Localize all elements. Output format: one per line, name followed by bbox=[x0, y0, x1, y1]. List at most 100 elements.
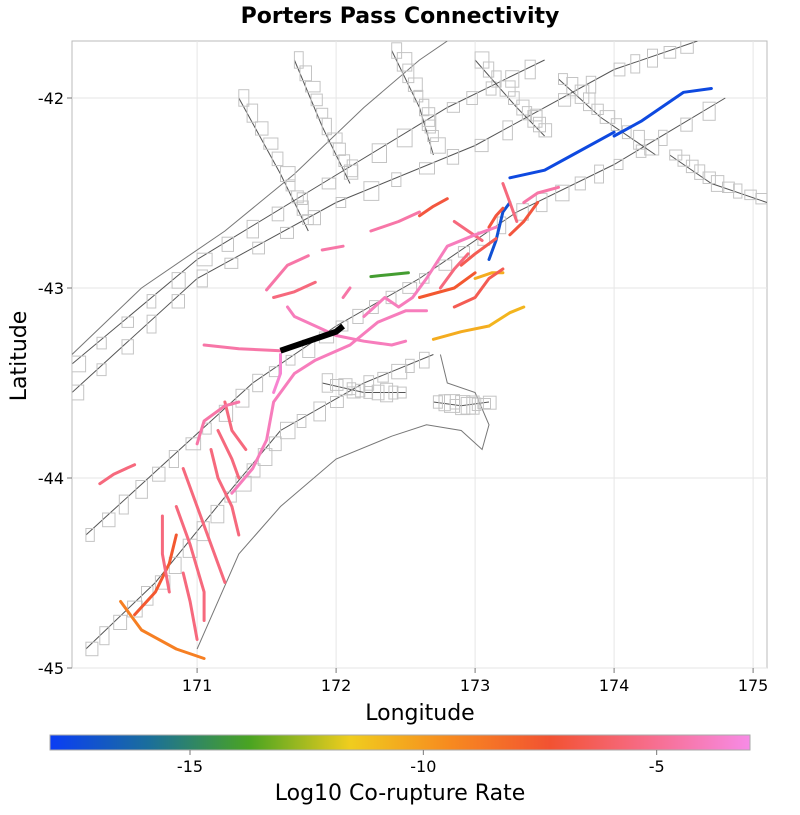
fault-subsection bbox=[574, 176, 586, 191]
y-tick-label: -42 bbox=[38, 89, 64, 108]
fault-subsection bbox=[421, 107, 436, 127]
fault-subsection bbox=[96, 336, 107, 350]
fault-subsection bbox=[432, 395, 443, 409]
fault-subsection bbox=[121, 316, 134, 328]
fault-subsection bbox=[471, 397, 482, 412]
colorbar-tick-label: -10 bbox=[410, 757, 436, 776]
rupture-fault bbox=[223, 400, 248, 451]
fault-subsection bbox=[296, 192, 308, 206]
fault-subsection bbox=[113, 614, 128, 630]
fault-subsection bbox=[146, 314, 157, 334]
fault-subsection bbox=[121, 339, 134, 355]
fault-subsection bbox=[72, 355, 87, 373]
fault-subsection bbox=[185, 437, 202, 451]
fault-subsection bbox=[477, 398, 491, 410]
rupture-fault bbox=[174, 505, 206, 622]
fault-subsection bbox=[280, 226, 294, 239]
fault-subsection bbox=[533, 116, 546, 133]
fault-subsection bbox=[313, 401, 326, 422]
rupture-fault bbox=[202, 343, 282, 353]
rupture-fault bbox=[160, 514, 171, 594]
fault-subsection bbox=[491, 70, 502, 88]
fault-subsection bbox=[591, 103, 604, 115]
fault-subsection bbox=[396, 386, 407, 399]
fault-subsection bbox=[280, 421, 296, 440]
fault-subsection bbox=[391, 363, 408, 380]
fault-subsection bbox=[574, 84, 590, 104]
fault-subsection bbox=[647, 48, 658, 68]
fault-subsection bbox=[263, 137, 279, 150]
fault-subsection bbox=[449, 399, 461, 410]
fault-subsection bbox=[321, 373, 334, 393]
fault-subsection bbox=[555, 184, 570, 202]
rupture-fault bbox=[501, 182, 519, 223]
fault-subsection bbox=[252, 241, 265, 255]
fault-subsection bbox=[268, 436, 282, 452]
x-axis-label: Longitude bbox=[365, 701, 474, 726]
x-tick-label: 175 bbox=[738, 676, 769, 695]
rupture-fault bbox=[265, 254, 310, 292]
fault-subsection bbox=[702, 101, 716, 121]
colorbar-tick-label: -5 bbox=[649, 757, 665, 776]
fault-subsection bbox=[305, 80, 321, 93]
fault-subsection bbox=[438, 259, 453, 271]
fault-subsection bbox=[405, 358, 415, 373]
fault-subsection bbox=[210, 504, 225, 524]
fault-subsection bbox=[610, 118, 622, 131]
fault-subsection bbox=[407, 77, 423, 92]
fault-subsection bbox=[85, 528, 95, 542]
rupture-fault bbox=[181, 467, 227, 584]
x-tick-label: 173 bbox=[460, 676, 491, 695]
fault-subsection bbox=[221, 236, 235, 252]
fault-subsection bbox=[246, 219, 260, 239]
fault-subsection bbox=[118, 494, 129, 515]
fault-subsection bbox=[135, 480, 148, 499]
fault-subsection bbox=[558, 93, 572, 107]
rupture-fault bbox=[612, 87, 713, 138]
fault-subsection bbox=[630, 54, 641, 74]
fault-subsection bbox=[583, 92, 596, 112]
fault-subsection bbox=[321, 177, 337, 190]
fault-subsection bbox=[255, 121, 269, 136]
rupture-fault bbox=[459, 237, 498, 267]
y-axis-label: Latitude bbox=[7, 311, 32, 402]
fault-subsection bbox=[613, 62, 626, 77]
chart-title: Porters Pass Connectivity bbox=[241, 4, 560, 29]
fault-subsection bbox=[524, 59, 536, 80]
fault-subsection bbox=[321, 117, 332, 136]
fault-subsection bbox=[343, 164, 359, 180]
rupture-fault bbox=[487, 206, 505, 229]
rupture-fault bbox=[209, 448, 241, 537]
fault-subsection bbox=[330, 379, 344, 391]
fault-subsection bbox=[310, 93, 323, 107]
rupture-fault bbox=[438, 252, 470, 290]
fault-subsection bbox=[299, 65, 312, 82]
fault-subsection bbox=[271, 151, 284, 167]
fault-subsection bbox=[505, 70, 520, 88]
rupture-fault bbox=[522, 185, 560, 204]
fault-subsection bbox=[330, 396, 344, 408]
source-fault bbox=[279, 323, 345, 354]
x-tick-label: 174 bbox=[599, 676, 630, 695]
rupture-fault bbox=[195, 400, 241, 446]
fault-subsection bbox=[355, 383, 366, 398]
fault-subsection bbox=[252, 373, 264, 393]
fault-subsection bbox=[499, 80, 516, 97]
rupture-fault bbox=[341, 286, 352, 299]
fault-subsection bbox=[685, 159, 699, 174]
fault-subsection bbox=[722, 181, 735, 194]
fault-subsection bbox=[171, 294, 186, 309]
fault-subsection bbox=[196, 269, 208, 288]
fault-subsection bbox=[168, 450, 180, 468]
fault-subsection bbox=[268, 366, 280, 378]
rupture-fault bbox=[286, 305, 408, 347]
fault-subsection bbox=[238, 89, 250, 107]
fault-subsection bbox=[427, 130, 439, 142]
rupture-fault bbox=[362, 225, 498, 318]
fault-subsection bbox=[702, 171, 716, 184]
fault-subsection bbox=[235, 475, 252, 492]
y-tick-label: -43 bbox=[38, 279, 64, 298]
x-tick-label: 172 bbox=[321, 676, 352, 695]
fault-subsection bbox=[538, 123, 553, 138]
